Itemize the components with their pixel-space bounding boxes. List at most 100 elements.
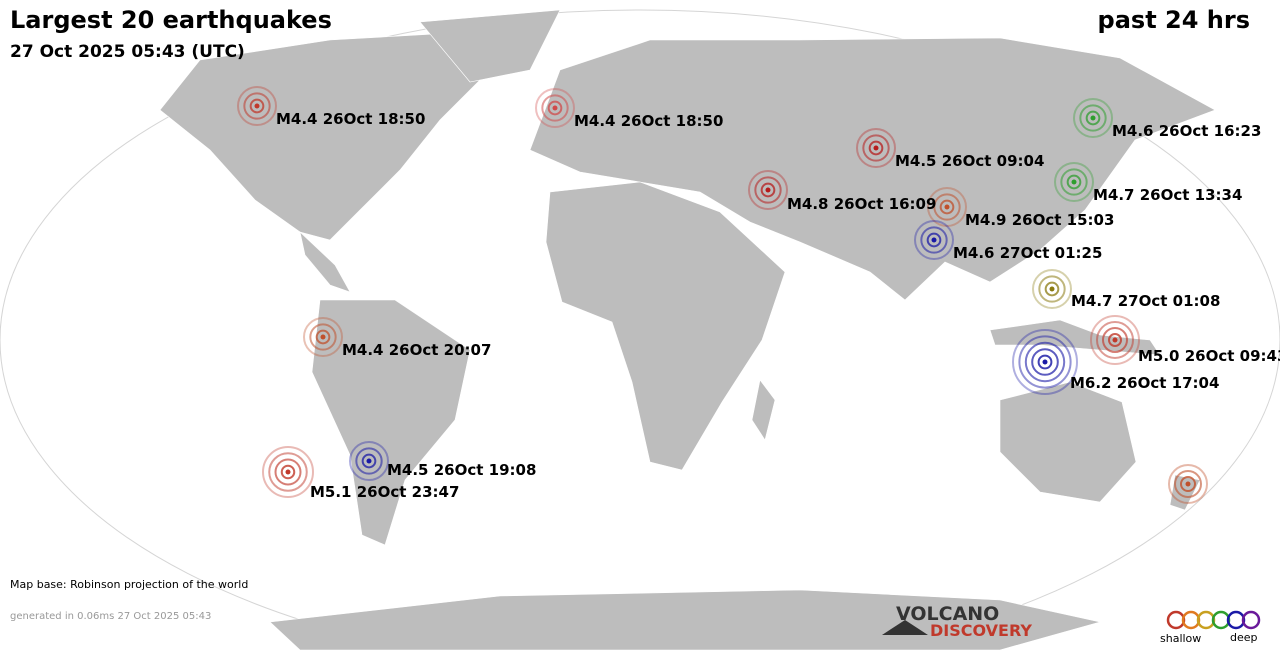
- quake-center: [1071, 179, 1077, 185]
- quake-ring: [1044, 281, 1060, 297]
- quake-ring: [262, 446, 314, 498]
- quake-ring: [535, 88, 575, 128]
- quake-marker: [1032, 269, 1072, 309]
- quake-center: [931, 237, 937, 243]
- quake-marker: [856, 128, 896, 168]
- quake-label: M4.6 27Oct 01:25: [953, 244, 1102, 262]
- quake-ring: [760, 182, 776, 198]
- quake-marker: [535, 88, 575, 128]
- quake-ring: [1031, 348, 1059, 376]
- quake-ring: [754, 176, 782, 204]
- quake-label: M4.4 26Oct 18:50: [574, 112, 723, 130]
- quake-center: [320, 334, 326, 340]
- period: past 24 hrs: [1098, 6, 1250, 34]
- quake-ring: [1018, 335, 1072, 389]
- quake-ring: [927, 187, 967, 227]
- quake-marker: [1012, 329, 1078, 395]
- quake-label: M4.7 27Oct 01:08: [1071, 292, 1220, 310]
- quake-ring: [1012, 329, 1078, 395]
- generated: generated in 0.06ms 27 Oct 2025 05:43: [10, 611, 211, 622]
- quake-ring: [541, 94, 569, 122]
- quake-ring: [1066, 174, 1082, 190]
- quake-ring: [920, 226, 948, 254]
- quake-ring: [1032, 269, 1072, 309]
- quake-ring: [1037, 354, 1053, 370]
- quake-ring: [933, 193, 961, 221]
- quake-label: M4.9 26Oct 15:03: [965, 211, 1114, 229]
- quake-marker: [303, 317, 343, 357]
- title: Largest 20 earthquakes: [10, 6, 332, 34]
- subtitle: 27 Oct 2025 05:43 (UTC): [10, 42, 245, 62]
- quake-ring: [1108, 333, 1122, 347]
- quake-center: [873, 145, 879, 151]
- logo-bottom: DISCOVERY: [930, 621, 1032, 640]
- depth-legend: [1166, 610, 1261, 630]
- quake-ring: [1079, 104, 1107, 132]
- quake-label: M4.8 26Oct 16:09: [787, 195, 936, 213]
- quake-label: M4.7 26Oct 13:34: [1093, 186, 1242, 204]
- quake-ring: [547, 100, 563, 116]
- quake-center: [944, 204, 950, 210]
- quake-label: M5.1 26Oct 23:47: [310, 483, 459, 501]
- quake-ring: [1085, 110, 1101, 126]
- quake-marker: [1168, 464, 1208, 504]
- quake-ring: [243, 92, 271, 120]
- quake-marker: [1054, 162, 1094, 202]
- quake-label: M5.0 26Oct 09:43: [1138, 347, 1280, 365]
- quake-label: M4.6 26Oct 16:23: [1112, 122, 1261, 140]
- quake-center: [552, 105, 558, 111]
- quake-ring: [355, 447, 383, 475]
- quake-center: [1042, 359, 1048, 365]
- quake-ring: [315, 329, 331, 345]
- quake-marker: [1073, 98, 1113, 138]
- quake-ring: [748, 170, 788, 210]
- quake-ring: [237, 86, 277, 126]
- quake-marker: [748, 170, 788, 210]
- quake-ring: [856, 128, 896, 168]
- legend-deep: deep: [1230, 631, 1258, 644]
- map-base: Map base: Robinson projection of the wor…: [10, 578, 248, 591]
- quake-ring: [926, 232, 942, 248]
- quake-ring: [868, 140, 884, 156]
- quake-ring: [1090, 315, 1140, 365]
- quake-ring: [1073, 98, 1113, 138]
- quake-label: M4.4 26Oct 18:50: [276, 110, 425, 128]
- quake-label: M6.2 26Oct 17:04: [1070, 374, 1219, 392]
- quake-ring: [268, 452, 308, 492]
- quake-ring: [280, 464, 296, 480]
- quake-ring: [1096, 321, 1134, 359]
- quake-label: M4.4 26Oct 20:07: [342, 341, 491, 359]
- quake-center: [1090, 115, 1096, 121]
- quake-center: [285, 469, 291, 475]
- quake-ring: [914, 220, 954, 260]
- quake-ring: [1054, 162, 1094, 202]
- quake-center: [366, 458, 372, 464]
- quake-center: [254, 103, 260, 109]
- quake-ring: [349, 441, 389, 481]
- quake-marker: [237, 86, 277, 126]
- quake-ring: [1060, 168, 1088, 196]
- quake-ring: [303, 317, 343, 357]
- quake-center: [765, 187, 771, 193]
- quake-marker: [262, 446, 314, 498]
- quake-marker: [349, 441, 389, 481]
- quake-marker: [914, 220, 954, 260]
- quake-ring: [361, 453, 377, 469]
- quake-ring: [309, 323, 337, 351]
- quake-ring: [939, 199, 955, 215]
- quake-ring: [1024, 341, 1066, 383]
- quake-center: [1049, 286, 1055, 292]
- legend-shallow: shallow: [1160, 632, 1201, 645]
- quake-ring: [1038, 275, 1066, 303]
- quake-ring: [274, 458, 302, 486]
- quake-ring: [862, 134, 890, 162]
- quake-ring: [249, 98, 265, 114]
- quake-center: [1112, 337, 1118, 343]
- quake-marker: [927, 187, 967, 227]
- logo-icon: [882, 620, 928, 635]
- logo-top: VOLCANO: [896, 603, 999, 625]
- quake-label: M4.5 26Oct 09:04: [895, 152, 1044, 170]
- quake-label: M4.5 26Oct 19:08: [387, 461, 536, 479]
